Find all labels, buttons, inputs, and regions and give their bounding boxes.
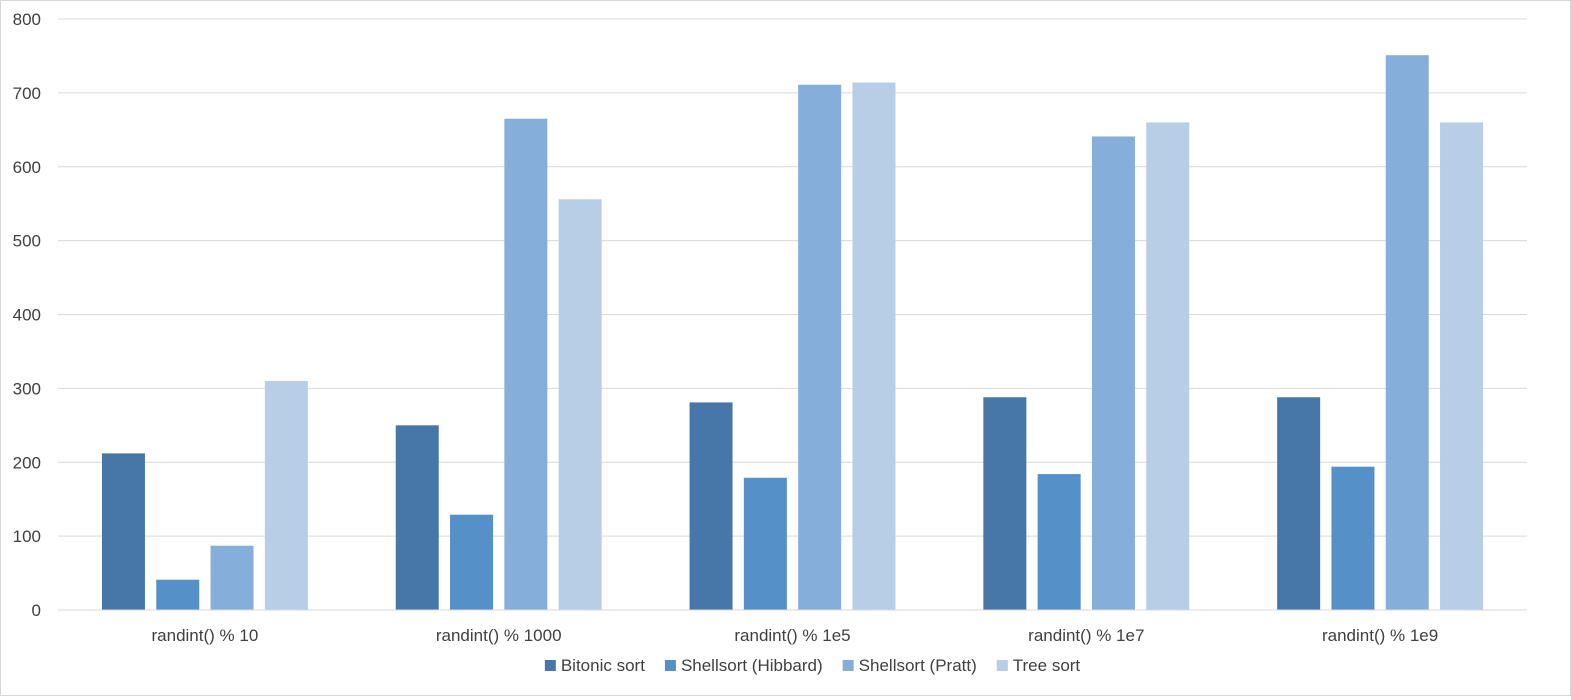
legend-label: Shellsort (Hibbard) (681, 656, 823, 675)
legend-label: Shellsort (Pratt) (859, 656, 977, 675)
bar-tree-sort-3 (852, 82, 896, 611)
x-category-label: randint() % 1e7 (1028, 626, 1144, 645)
y-tick-label: 400 (13, 306, 41, 325)
bar-shellsort-pratt-1 (210, 545, 254, 610)
y-axis-tick-labels: 0 100 200 300 400 500 600 700 800 (13, 10, 41, 620)
bar-tree-sort-2 (558, 199, 602, 610)
bar-bitonic-sort-2 (395, 425, 439, 610)
bars (101, 55, 1484, 611)
bar-shellsort-hibbard-5 (1331, 466, 1375, 610)
bar-tree-sort-4 (1146, 122, 1190, 611)
bar-bitonic-sort-1 (101, 453, 145, 610)
y-tick-label: 0 (32, 601, 41, 620)
bar-tree-sort-1 (264, 380, 308, 610)
x-category-label: randint() % 10 (152, 626, 259, 645)
y-tick-label: 700 (13, 84, 41, 103)
bar-shellsort-pratt-5 (1385, 55, 1429, 611)
legend-label: Tree sort (1013, 656, 1081, 675)
bar-shellsort-pratt-4 (1091, 136, 1135, 610)
bar-shellsort-hibbard-1 (156, 579, 200, 610)
y-tick-label: 200 (13, 453, 41, 472)
bar-shellsort-hibbard-4 (1037, 474, 1081, 610)
bar-bitonic-sort-3 (689, 402, 733, 610)
x-category-label: randint() % 1000 (436, 626, 562, 645)
x-axis-category-labels: randint() % 10 randint() % 1000 randint() … (152, 626, 1439, 645)
bar-shellsort-pratt-2 (504, 118, 548, 610)
bar-shellsort-pratt-3 (798, 84, 842, 610)
bar-bitonic-sort-5 (1277, 397, 1321, 610)
bar-shellsort-hibbard-2 (450, 514, 494, 610)
y-tick-label: 800 (13, 10, 41, 29)
bar-tree-sort-5 (1440, 122, 1484, 611)
legend-swatch (544, 660, 556, 671)
legend-swatch (664, 660, 676, 671)
x-category-label: randint() % 1e9 (1322, 626, 1438, 645)
legend-swatch (842, 660, 854, 671)
legend-swatch (996, 660, 1008, 671)
y-tick-label: 100 (13, 527, 41, 546)
bar-shellsort-hibbard-3 (743, 477, 787, 610)
bar-bitonic-sort-4 (983, 397, 1027, 610)
y-tick-label: 500 (13, 232, 41, 251)
y-tick-label: 300 (13, 379, 41, 398)
legend: Bitonic sort Shellsort (Hibbard) Shellsort… (544, 656, 1081, 675)
x-category-label: randint() % 1e5 (734, 626, 850, 645)
y-tick-label: 600 (13, 158, 41, 177)
legend-label: Bitonic sort (561, 656, 645, 675)
